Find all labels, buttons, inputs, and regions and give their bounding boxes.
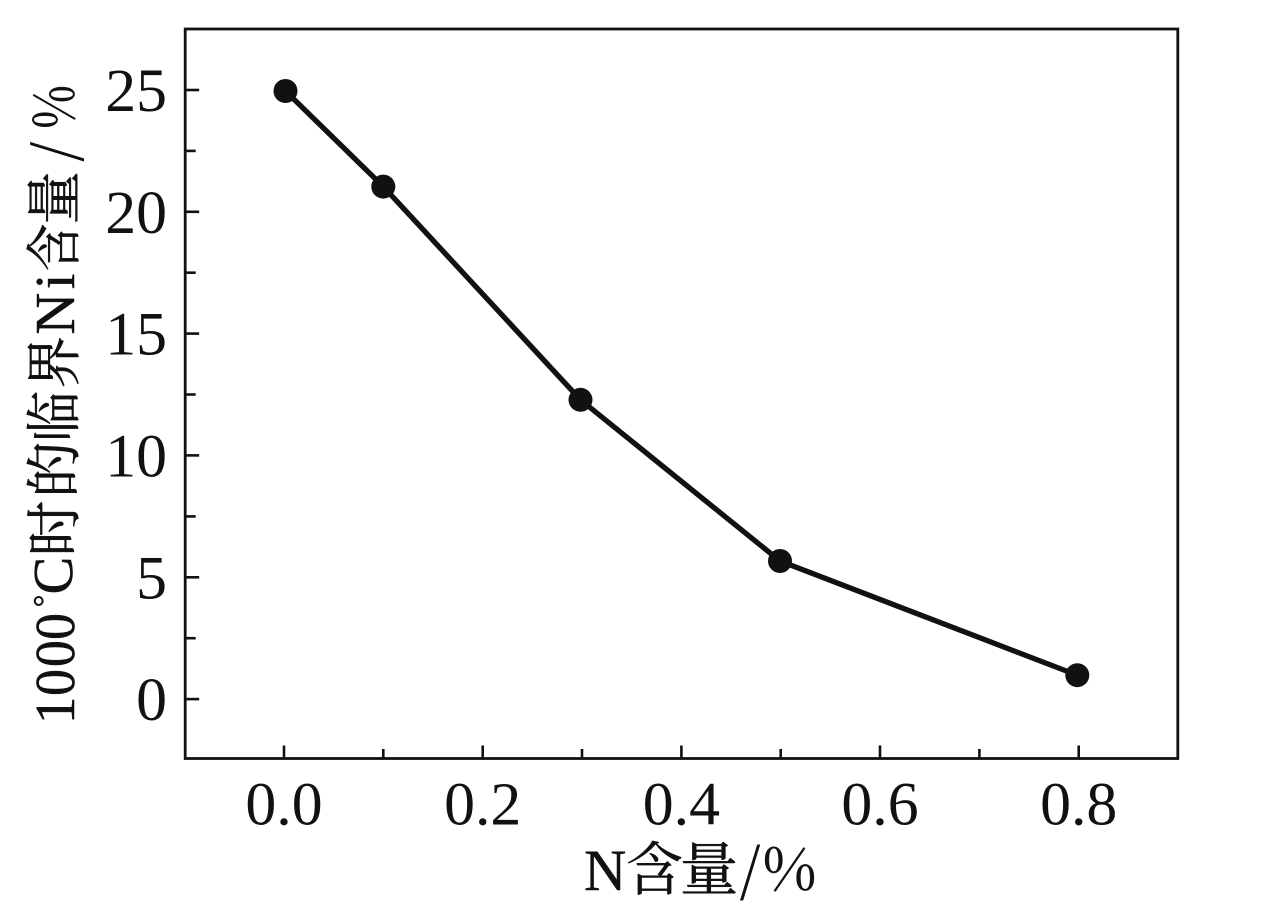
svg-text:0.2: 0.2 [444, 771, 521, 839]
svg-text:0: 0 [136, 666, 167, 734]
svg-text:0.4: 0.4 [643, 771, 720, 839]
svg-text:25: 25 [105, 57, 167, 125]
svg-text:10: 10 [105, 422, 167, 490]
svg-text:20: 20 [105, 179, 167, 247]
svg-text:15: 15 [105, 301, 167, 369]
svg-text:0.0: 0.0 [245, 771, 322, 839]
svg-text:0.6: 0.6 [841, 771, 918, 839]
svg-text:0.8: 0.8 [1040, 771, 1117, 839]
svg-text:5: 5 [136, 544, 167, 612]
